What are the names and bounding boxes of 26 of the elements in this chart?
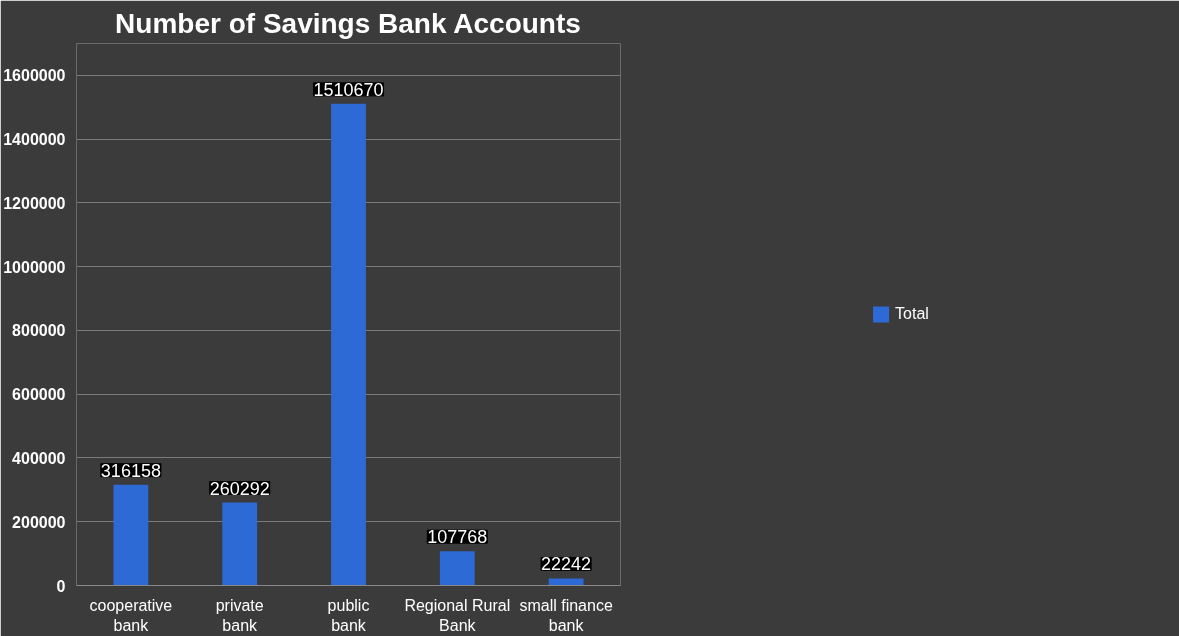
data-label: 316158 <box>100 460 161 481</box>
x-tick-label: private bank <box>215 596 264 634</box>
x-tick-label: cooperative bank <box>89 596 173 634</box>
y-tick-label: 1200000 <box>3 194 66 212</box>
data-label: 1510670 <box>313 79 384 100</box>
bar <box>439 551 475 586</box>
data-label: 107768 <box>427 527 488 548</box>
bar <box>113 484 149 586</box>
y-tick-label: 800000 <box>12 322 66 340</box>
x-tick-label: Regional Rural Bank <box>404 596 511 634</box>
bar <box>331 103 366 586</box>
x-tick-label: small finance bank <box>519 596 613 634</box>
y-tick-label: 600000 <box>12 386 66 404</box>
y-tick-label: 1000000 <box>3 258 66 276</box>
y-tick-label: 1400000 <box>3 131 66 149</box>
chart-title: Number of Savings Bank Accounts <box>115 7 581 39</box>
x-tick-label: public bank <box>327 596 370 634</box>
bar <box>548 578 584 586</box>
y-tick-label: 400000 <box>12 449 66 467</box>
y-tick-label: 1600000 <box>3 67 66 85</box>
y-tick-label: 0 <box>56 577 66 595</box>
y-tick-label: 200000 <box>12 513 66 531</box>
legend-label: Total <box>895 305 929 323</box>
bar <box>222 502 258 586</box>
data-label: 260292 <box>209 478 270 499</box>
data-label: 22242 <box>541 554 592 575</box>
